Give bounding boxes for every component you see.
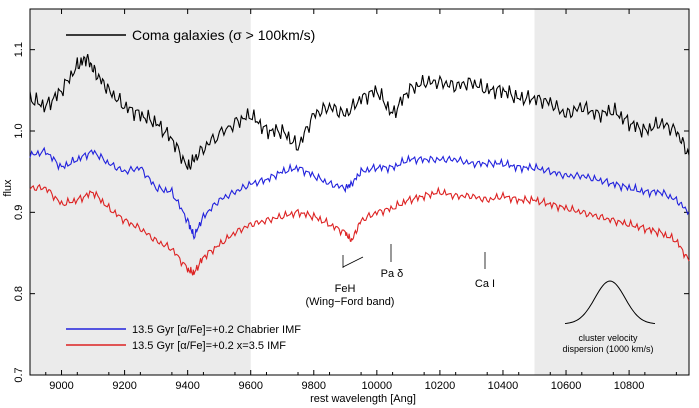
series-line-0: [29, 53, 690, 170]
series-lines: [29, 53, 690, 276]
shaded-region-0: [30, 9, 251, 375]
y-tick-label: 0.7: [13, 367, 25, 382]
velocity-label-1: cluster velocity: [578, 333, 638, 343]
y-axis-title: flux: [2, 179, 14, 197]
x-tick-label: 9600: [238, 380, 262, 392]
feh-marker-line: [342, 256, 364, 268]
series-line-1: [29, 146, 690, 241]
y-tick-label: 0.9: [13, 205, 25, 220]
x-tick-label: 9400: [175, 380, 199, 392]
legend: Coma galaxies (σ > 100km/s) 13.5 Gyr [α/…: [66, 27, 315, 352]
ca-label: Ca I: [475, 278, 495, 290]
x-tick-label: 9800: [302, 380, 326, 392]
axes: 9000 9200 9400 9600 9800 10000 10200 10400 10600…: [13, 8, 690, 392]
x-tick-label: 9000: [49, 380, 73, 392]
y-tick-label: 1.1: [13, 42, 25, 57]
velocity-label-2: dispersion (1000 km/s): [562, 344, 653, 354]
y-tick-label: 0.8: [13, 286, 25, 301]
series-line-2: [29, 183, 690, 276]
x-tick-label: 10600: [551, 380, 582, 392]
shaded-regions: [30, 9, 689, 375]
pa-delta-label: Pa δ: [381, 268, 404, 280]
x-axis-title: rest wavelength [Ang]: [310, 393, 416, 405]
annotations: FeH (Wing−Ford band) Pa δ Ca I cluster v…: [306, 244, 656, 354]
legend-label-chabrier: 13.5 Gyr [α/Fe]=+0.2 Chabrier IMF: [132, 324, 301, 336]
x-tick-label: 10200: [425, 380, 456, 392]
feh-label: FeH: [335, 283, 356, 295]
velocity-gaussian-curve: [564, 280, 656, 324]
plot-frame: [29, 8, 690, 376]
legend-label-x35: 13.5 Gyr [α/Fe]=+0.2 x=3.5 IMF: [132, 340, 286, 352]
x-tick-label: 10000: [362, 380, 393, 392]
legend-label-coma: Coma galaxies (σ > 100km/s): [132, 27, 315, 43]
wing-ford-label: (Wing−Ford band): [306, 296, 395, 308]
x-tick-label: 10400: [488, 380, 519, 392]
x-tick-label: 9200: [112, 380, 136, 392]
x-tick-label: 10800: [614, 380, 645, 392]
y-tick-label: 1.0: [13, 123, 25, 138]
shaded-region-1: [534, 9, 689, 375]
